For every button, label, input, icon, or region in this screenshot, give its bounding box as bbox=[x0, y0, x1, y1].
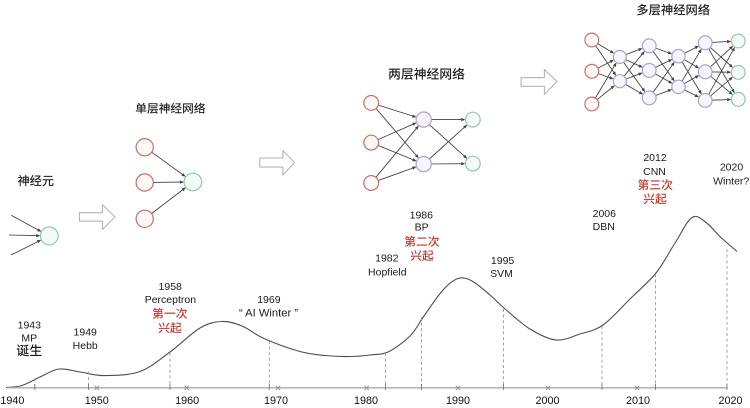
svg-text:Hebb: Hebb bbox=[73, 340, 98, 352]
svg-text:Winter?: Winter? bbox=[713, 176, 749, 188]
svg-text:2006: 2006 bbox=[593, 208, 617, 220]
svg-text:“ AI Winter ”: “ AI Winter ” bbox=[239, 307, 298, 319]
svg-text:1970: 1970 bbox=[264, 395, 288, 407]
svg-text:MP: MP bbox=[21, 333, 37, 345]
svg-text:1969: 1969 bbox=[257, 294, 281, 306]
svg-text:1958: 1958 bbox=[159, 281, 183, 293]
svg-text:1982: 1982 bbox=[375, 252, 399, 264]
svg-text:BP: BP bbox=[415, 222, 429, 234]
svg-text:1950: 1950 bbox=[85, 395, 109, 407]
svg-text:1986: 1986 bbox=[410, 210, 434, 222]
svg-text:Hopfield: Hopfield bbox=[368, 266, 407, 278]
svg-text:1940: 1940 bbox=[0, 395, 24, 407]
svg-text:2020: 2020 bbox=[720, 162, 744, 174]
svg-text:Perceptron: Perceptron bbox=[145, 294, 197, 306]
svg-text:1949: 1949 bbox=[74, 327, 98, 339]
svg-text:2010: 2010 bbox=[626, 395, 650, 407]
svg-text:1990: 1990 bbox=[446, 395, 470, 407]
svg-text:2012: 2012 bbox=[643, 152, 667, 164]
svg-text:1995: 1995 bbox=[491, 255, 515, 267]
svg-text:DBN: DBN bbox=[593, 221, 615, 233]
svg-text:1980: 1980 bbox=[354, 395, 378, 407]
svg-text:2020: 2020 bbox=[718, 395, 742, 407]
svg-text:1960: 1960 bbox=[175, 395, 199, 407]
svg-text:CNN: CNN bbox=[643, 166, 666, 178]
svg-text:2000: 2000 bbox=[535, 395, 559, 407]
svg-text:1943: 1943 bbox=[18, 320, 42, 332]
svg-text:SVM: SVM bbox=[490, 268, 513, 280]
